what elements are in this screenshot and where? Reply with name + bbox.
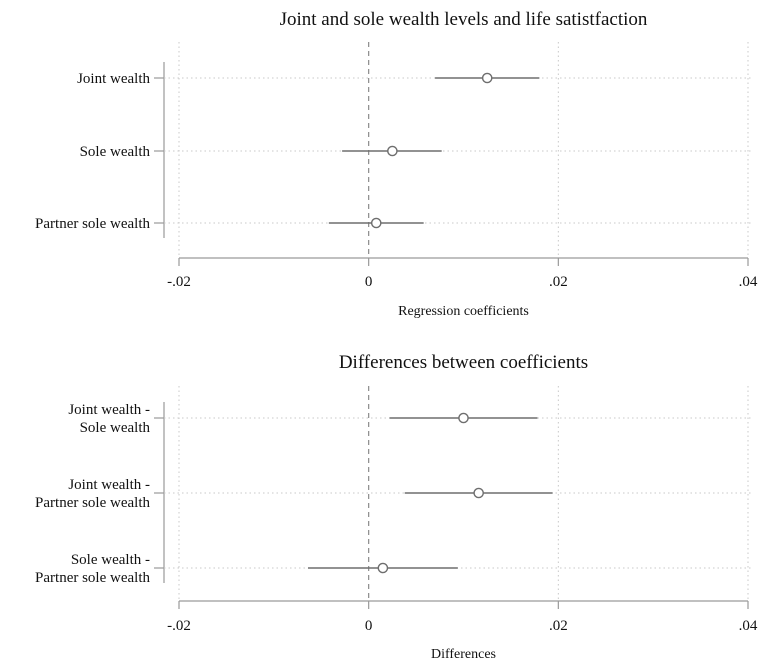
row-label: Joint wealth <box>77 71 150 87</box>
point-estimate <box>458 412 469 424</box>
row-label: Partner sole wealth <box>35 570 150 586</box>
x-tick-label: .02 <box>549 618 568 634</box>
chart-title-2: Differences between coefficients <box>339 352 588 373</box>
point-estimate <box>387 145 398 157</box>
x-tick-label: -.02 <box>167 618 191 634</box>
point-estimate <box>370 217 382 229</box>
row-label: Joint wealth - <box>68 402 150 418</box>
row-label: Partner sole wealth <box>35 216 150 232</box>
x-tick-label: 0 <box>365 618 373 634</box>
x-tick-label: -.02 <box>167 274 191 290</box>
point-estimate <box>473 487 484 499</box>
chart-title-1: Joint and sole wealth levels and life sa… <box>280 9 648 30</box>
x-tick-label: .04 <box>739 274 758 290</box>
row-label: Sole wealth - <box>71 552 150 568</box>
x-axis-label: Regression coefficients <box>398 304 529 319</box>
point-estimate <box>377 562 389 574</box>
x-tick-label: .02 <box>549 274 568 290</box>
row-label: Sole wealth <box>80 144 151 160</box>
x-tick-label: 0 <box>365 274 373 290</box>
point-estimate <box>481 72 493 84</box>
row-label: Partner sole wealth <box>35 495 150 511</box>
row-label: Sole wealth <box>80 420 151 436</box>
row-label: Joint wealth - <box>68 477 150 493</box>
x-axis-label: Differences <box>431 647 496 662</box>
x-tick-label: .04 <box>739 618 758 634</box>
